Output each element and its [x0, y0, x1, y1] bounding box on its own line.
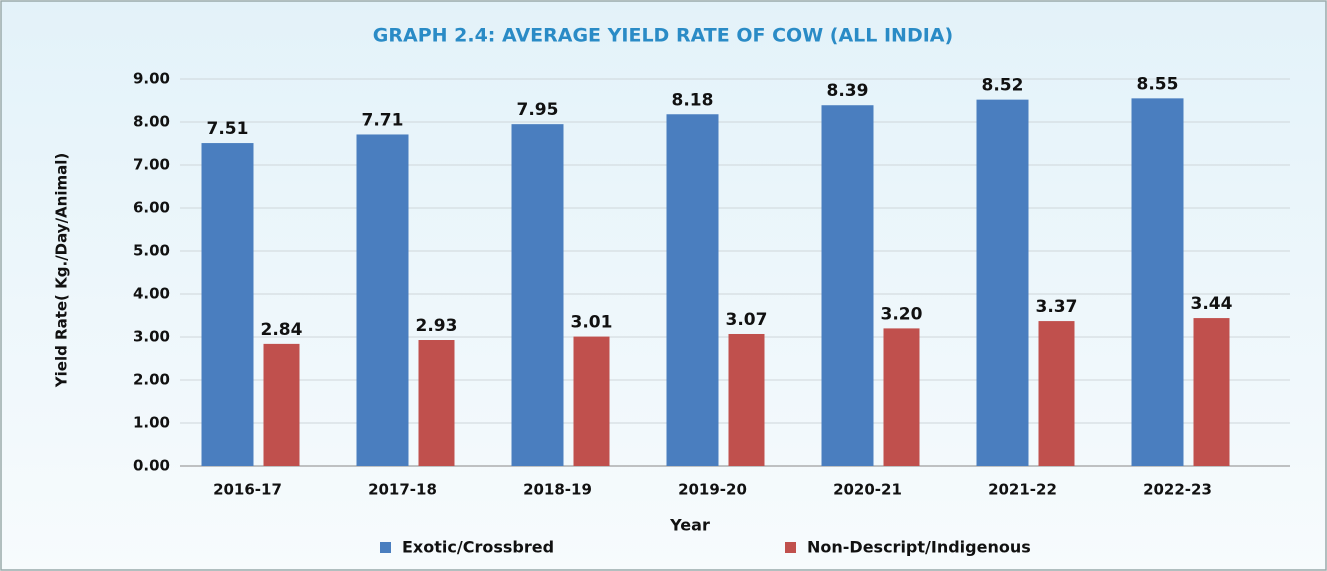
bar	[976, 99, 1029, 466]
y-tick-label: 7.00	[133, 156, 170, 174]
data-label: 3.01	[571, 313, 613, 333]
bar	[1193, 318, 1230, 466]
y-axis-label: Yield Rate( Kg./Day/Animal)	[53, 153, 71, 388]
data-label: 8.18	[672, 90, 714, 110]
bar	[201, 143, 254, 466]
data-label: 2.93	[416, 316, 458, 336]
data-label: 2.84	[261, 320, 303, 340]
x-axis-label: Year	[669, 516, 710, 535]
legend-label: Non-Descript/Indigenous	[807, 538, 1031, 557]
bar	[883, 328, 920, 466]
bar	[573, 336, 610, 466]
x-tick-label: 2018-19	[523, 481, 592, 499]
y-tick-label: 4.00	[133, 285, 170, 303]
bar	[728, 333, 765, 466]
chart-title: GRAPH 2.4: AVERAGE YIELD RATE OF COW (AL…	[373, 25, 953, 47]
y-tick-label: 5.00	[133, 242, 170, 260]
y-tick-label: 3.00	[133, 328, 170, 346]
y-tick-label: 6.00	[133, 199, 170, 217]
data-label: 8.39	[827, 81, 869, 101]
bar	[666, 114, 719, 466]
bar	[356, 134, 409, 466]
data-label: 8.52	[982, 76, 1024, 96]
y-tick-label: 1.00	[133, 414, 170, 432]
legend-label: Exotic/Crossbred	[402, 538, 554, 557]
data-label: 7.95	[517, 100, 559, 120]
data-label: 3.37	[1036, 297, 1078, 317]
data-label: 3.07	[726, 310, 768, 330]
bar	[263, 343, 300, 466]
data-label: 3.20	[881, 304, 923, 324]
data-label: 8.55	[1137, 74, 1179, 94]
y-tick-label: 9.00	[133, 70, 170, 88]
bar	[821, 105, 874, 466]
data-label: 3.44	[1191, 294, 1233, 314]
x-tick-label: 2021-22	[988, 481, 1057, 499]
legend-swatch	[785, 542, 796, 553]
bar	[1131, 98, 1184, 466]
x-tick-label: 2019-20	[678, 481, 747, 499]
bar	[418, 340, 455, 466]
bar	[1038, 321, 1075, 466]
data-label: 7.71	[362, 110, 404, 130]
y-tick-label: 0.00	[133, 457, 170, 475]
bar	[511, 124, 564, 467]
y-tick-label: 2.00	[133, 371, 170, 389]
x-tick-label: 2022-23	[1143, 481, 1212, 499]
x-tick-label: 2020-21	[833, 481, 902, 499]
y-tick-label: 8.00	[133, 113, 170, 131]
x-tick-label: 2016-17	[213, 481, 282, 499]
legend-swatch	[380, 542, 391, 553]
x-tick-label: 2017-18	[368, 481, 437, 499]
data-label: 7.51	[207, 119, 249, 139]
